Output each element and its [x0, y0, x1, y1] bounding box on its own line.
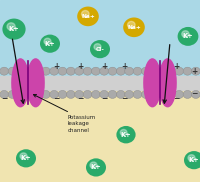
Ellipse shape: [159, 59, 176, 107]
Circle shape: [175, 67, 184, 75]
Circle shape: [175, 90, 184, 98]
Circle shape: [90, 162, 97, 168]
Circle shape: [108, 67, 117, 75]
Circle shape: [116, 67, 125, 75]
Circle shape: [58, 90, 67, 98]
Text: Potassium
leakage
channel: Potassium leakage channel: [68, 115, 96, 133]
Circle shape: [125, 90, 134, 98]
Circle shape: [184, 151, 200, 169]
Circle shape: [41, 67, 50, 75]
Text: K+: K+: [121, 132, 131, 138]
Circle shape: [94, 44, 101, 50]
Circle shape: [141, 90, 150, 98]
Circle shape: [66, 67, 75, 75]
Ellipse shape: [144, 59, 161, 107]
Circle shape: [191, 90, 200, 98]
Circle shape: [178, 27, 198, 46]
Bar: [0, 83, 200, 182]
Circle shape: [50, 90, 59, 98]
Ellipse shape: [27, 59, 44, 107]
Text: +: +: [53, 62, 59, 71]
Circle shape: [25, 90, 34, 98]
Text: −: −: [1, 94, 7, 103]
Circle shape: [40, 35, 60, 53]
Circle shape: [8, 67, 17, 75]
Circle shape: [75, 90, 84, 98]
Text: +: +: [173, 62, 179, 71]
Circle shape: [90, 40, 110, 58]
Circle shape: [166, 67, 175, 75]
Circle shape: [128, 21, 135, 28]
Circle shape: [91, 90, 100, 98]
Text: +: +: [121, 62, 127, 71]
Bar: [0, 0, 200, 83]
Circle shape: [75, 67, 84, 75]
Text: +: +: [191, 67, 197, 76]
Circle shape: [25, 67, 34, 75]
Circle shape: [77, 7, 99, 26]
Circle shape: [108, 90, 117, 98]
Circle shape: [120, 129, 127, 136]
Text: K+: K+: [45, 41, 55, 47]
Circle shape: [141, 67, 150, 75]
Circle shape: [91, 67, 100, 75]
Circle shape: [100, 90, 109, 98]
Circle shape: [66, 90, 75, 98]
Circle shape: [150, 67, 159, 75]
Circle shape: [133, 90, 142, 98]
Text: −: −: [77, 94, 83, 103]
Text: K+: K+: [183, 33, 193, 39]
Text: −: −: [53, 94, 59, 103]
Circle shape: [33, 90, 42, 98]
Circle shape: [182, 31, 189, 37]
Circle shape: [123, 17, 145, 37]
Circle shape: [133, 67, 142, 75]
Text: Cl-: Cl-: [96, 47, 104, 52]
Ellipse shape: [12, 59, 29, 107]
Circle shape: [20, 153, 27, 159]
Text: K+: K+: [9, 26, 19, 32]
Circle shape: [82, 11, 89, 17]
Circle shape: [83, 67, 92, 75]
Circle shape: [0, 67, 9, 75]
Circle shape: [83, 90, 92, 98]
Circle shape: [50, 67, 59, 75]
Circle shape: [116, 126, 136, 143]
Text: −: −: [121, 94, 127, 103]
Circle shape: [0, 90, 9, 98]
Circle shape: [8, 90, 17, 98]
Circle shape: [44, 38, 51, 45]
Circle shape: [16, 149, 36, 167]
Circle shape: [33, 67, 42, 75]
Circle shape: [58, 67, 67, 75]
Text: +: +: [77, 62, 83, 71]
Text: Na+: Na+: [81, 14, 95, 19]
Circle shape: [166, 90, 175, 98]
Text: K+: K+: [189, 157, 199, 163]
Circle shape: [2, 19, 26, 40]
Text: −: −: [191, 89, 197, 98]
Circle shape: [16, 67, 25, 75]
Circle shape: [183, 67, 192, 75]
Text: +: +: [101, 62, 107, 71]
Text: K+: K+: [91, 165, 101, 170]
Circle shape: [191, 67, 200, 75]
Circle shape: [41, 90, 50, 98]
Circle shape: [16, 90, 25, 98]
Circle shape: [158, 90, 167, 98]
Text: −: −: [173, 94, 179, 103]
Text: K+: K+: [21, 155, 31, 161]
Circle shape: [125, 67, 134, 75]
Circle shape: [150, 90, 159, 98]
Circle shape: [183, 90, 192, 98]
Circle shape: [100, 67, 109, 75]
Text: Na+: Na+: [127, 25, 141, 30]
Text: −: −: [101, 94, 107, 103]
Circle shape: [86, 158, 106, 177]
Bar: [0, 76, 200, 90]
Circle shape: [188, 155, 195, 161]
Circle shape: [116, 90, 125, 98]
Circle shape: [158, 67, 167, 75]
Circle shape: [7, 23, 15, 30]
